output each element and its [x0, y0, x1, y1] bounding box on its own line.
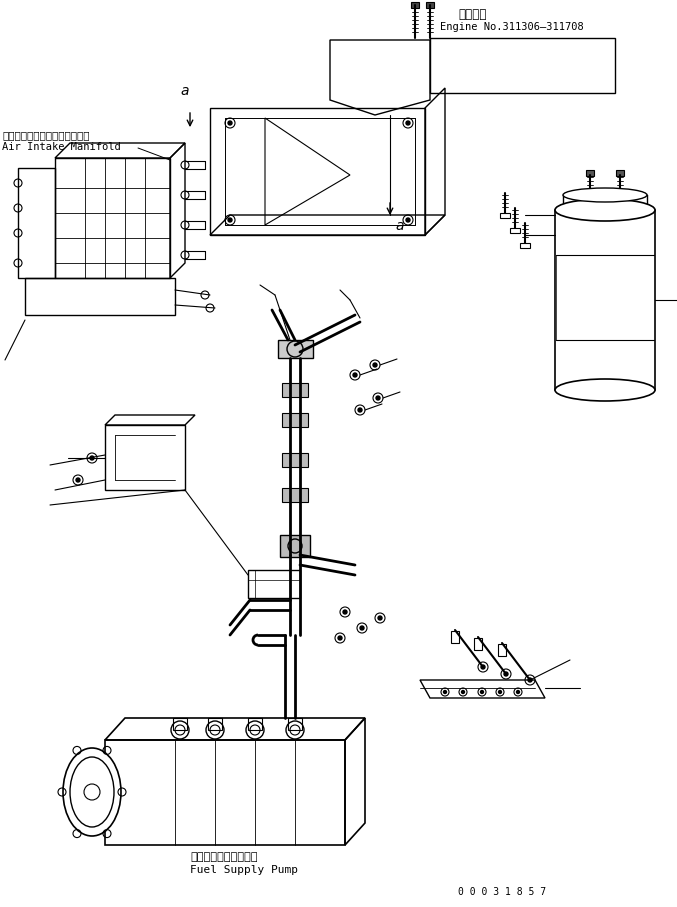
Circle shape: [353, 373, 357, 377]
Bar: [208, 718, 222, 730]
Text: Fuel Supply Pump: Fuel Supply Pump: [190, 865, 298, 875]
Circle shape: [358, 408, 362, 412]
Text: エアーインテークマニホールド: エアーインテークマニホールド: [2, 130, 89, 140]
Text: a: a: [180, 84, 188, 98]
Circle shape: [343, 610, 347, 614]
Text: 0 0 0 3 1 8 5 7: 0 0 0 3 1 8 5 7: [458, 887, 546, 897]
Bar: [282, 383, 308, 397]
Circle shape: [373, 363, 377, 367]
Bar: [282, 413, 308, 427]
Bar: [510, 228, 520, 233]
Circle shape: [90, 456, 94, 460]
Bar: [616, 170, 624, 176]
Bar: [248, 570, 300, 598]
Ellipse shape: [563, 188, 647, 202]
Ellipse shape: [555, 379, 655, 401]
Circle shape: [378, 616, 382, 620]
Text: Air Intake Manifold: Air Intake Manifold: [2, 142, 121, 152]
Bar: [288, 718, 302, 730]
Circle shape: [481, 690, 483, 694]
Bar: [500, 213, 510, 218]
Bar: [474, 638, 482, 650]
Circle shape: [498, 690, 502, 694]
Circle shape: [481, 665, 485, 669]
Bar: [282, 453, 308, 467]
Circle shape: [376, 396, 380, 400]
Circle shape: [228, 121, 232, 125]
Bar: [498, 644, 506, 656]
Ellipse shape: [63, 748, 121, 836]
Circle shape: [462, 690, 464, 694]
Bar: [426, 2, 434, 8]
Circle shape: [504, 672, 508, 676]
Bar: [278, 340, 313, 358]
Bar: [430, 38, 615, 93]
Bar: [586, 170, 594, 176]
Ellipse shape: [555, 199, 655, 221]
Bar: [248, 718, 262, 730]
Text: Engine No.311306―311708: Engine No.311306―311708: [440, 22, 584, 32]
Circle shape: [338, 636, 342, 640]
Text: 適用号機: 適用号機: [458, 8, 487, 21]
Circle shape: [443, 690, 447, 694]
Circle shape: [76, 478, 80, 482]
Circle shape: [517, 690, 519, 694]
Bar: [520, 243, 530, 248]
Bar: [411, 2, 419, 8]
Circle shape: [406, 121, 410, 125]
Circle shape: [360, 626, 364, 630]
Circle shape: [228, 218, 232, 222]
Bar: [173, 718, 187, 730]
Bar: [282, 488, 308, 502]
Text: フェルサブライポンプ: フェルサブライポンプ: [190, 852, 257, 862]
Bar: [280, 535, 310, 557]
Text: a: a: [395, 219, 403, 233]
Circle shape: [406, 218, 410, 222]
Bar: [451, 631, 459, 643]
Circle shape: [528, 678, 532, 682]
Bar: [556, 255, 654, 340]
Ellipse shape: [70, 757, 114, 827]
